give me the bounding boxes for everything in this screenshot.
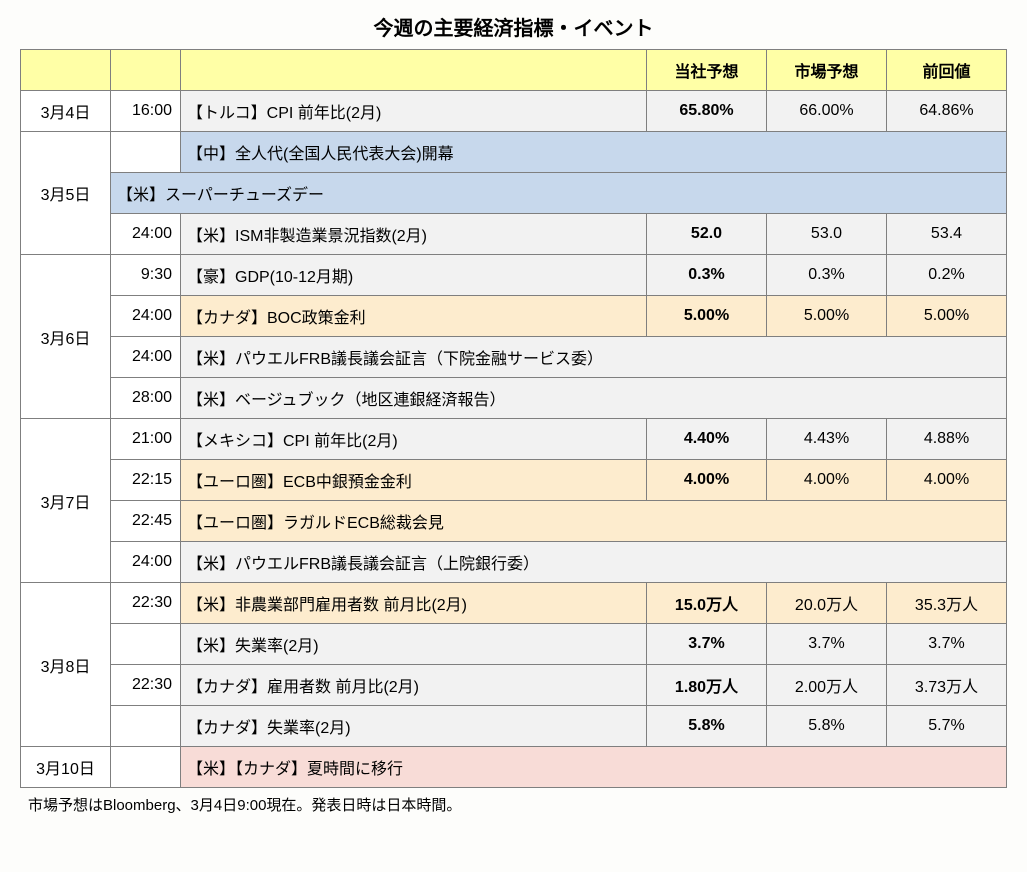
event-cell: 【米】【カナダ】夏時間に移行 [181,747,1007,788]
time-cell: 22:30 [111,665,181,706]
time-cell: 24:00 [111,214,181,255]
event-cell: 【米】パウエルFRB議長議会証言（下院金融サービス委） [181,337,1007,378]
header-blank-date [21,50,111,91]
table-row: 3月6日9:30【豪】GDP(10-12月期)0.3%0.3%0.2% [21,255,1007,296]
time-cell: 9:30 [111,255,181,296]
header-blank-time [111,50,181,91]
forecast-market-cell: 4.00% [767,460,887,501]
forecast-market-cell: 3.7% [767,624,887,665]
forecast-market-cell: 5.8% [767,706,887,747]
table-row: 3月10日 【米】【カナダ】夏時間に移行 [21,747,1007,788]
time-cell: 24:00 [111,296,181,337]
event-cell: 【米】パウエルFRB議長議会証言（上院銀行委） [181,542,1007,583]
forecast-us-cell: 5.8% [647,706,767,747]
time-cell: 24:00 [111,542,181,583]
date-cell: 3月10日 [21,747,111,788]
event-cell: 【カナダ】BOC政策金利 [181,296,647,337]
time-cell [111,624,181,665]
table-row: 24:00【米】パウエルFRB議長議会証言（下院金融サービス委） [21,337,1007,378]
forecast-market-cell: 5.00% [767,296,887,337]
table-row: 24:00【カナダ】BOC政策金利5.00%5.00%5.00% [21,296,1007,337]
event-cell: 【トルコ】CPI 前年比(2月) [181,91,647,132]
previous-cell: 3.7% [887,624,1007,665]
forecast-us-cell: 4.00% [647,460,767,501]
time-cell [111,706,181,747]
event-cell: 【米】ISM非製造業景況指数(2月) [181,214,647,255]
forecast-us-cell: 15.0万人 [647,583,767,624]
forecast-us-cell: 5.00% [647,296,767,337]
forecast-market-cell: 53.0 [767,214,887,255]
event-cell: 【ユーロ圏】ECB中銀預金金利 [181,460,647,501]
date-cell: 3月5日 [21,132,111,255]
forecast-us-cell: 3.7% [647,624,767,665]
forecast-us-cell: 65.80% [647,91,767,132]
time-cell [111,747,181,788]
economic-events-table: 当社予想 市場予想 前回値 3月4日16:00【トルコ】CPI 前年比(2月)6… [20,49,1007,788]
event-cell: 【米】スーパーチューズデー [111,173,1007,214]
date-cell: 3月7日 [21,419,111,583]
table-row: 22:15【ユーロ圏】ECB中銀預金金利4.00%4.00%4.00% [21,460,1007,501]
event-cell: 【カナダ】失業率(2月) [181,706,647,747]
header-previous: 前回値 [887,50,1007,91]
forecast-us-cell: 1.80万人 [647,665,767,706]
date-cell: 3月4日 [21,91,111,132]
table-row: 【米】失業率(2月)3.7%3.7%3.7% [21,624,1007,665]
event-cell: 【米】ベージュブック（地区連銀経済報告） [181,378,1007,419]
forecast-market-cell: 4.43% [767,419,887,460]
table-row: 22:30【カナダ】雇用者数 前月比(2月)1.80万人2.00万人3.73万人 [21,665,1007,706]
event-cell: 【米】失業率(2月) [181,624,647,665]
time-cell: 22:15 [111,460,181,501]
forecast-us-cell: 0.3% [647,255,767,296]
time-cell: 16:00 [111,91,181,132]
table-row: 【カナダ】失業率(2月)5.8%5.8%5.7% [21,706,1007,747]
event-cell: 【中】全人代(全国人民代表大会)開幕 [181,132,1007,173]
time-cell: 28:00 [111,378,181,419]
previous-cell: 0.2% [887,255,1007,296]
previous-cell: 5.00% [887,296,1007,337]
date-cell: 3月6日 [21,255,111,419]
table-row: 3月5日【中】全人代(全国人民代表大会)開幕 [21,132,1007,173]
forecast-market-cell: 2.00万人 [767,665,887,706]
event-cell: 【カナダ】雇用者数 前月比(2月) [181,665,647,706]
previous-cell: 3.73万人 [887,665,1007,706]
forecast-us-cell: 52.0 [647,214,767,255]
table-row: 3月4日16:00【トルコ】CPI 前年比(2月)65.80%66.00%64.… [21,91,1007,132]
table-row: 24:00【米】パウエルFRB議長議会証言（上院銀行委） [21,542,1007,583]
forecast-market-cell: 0.3% [767,255,887,296]
page-title: 今週の主要経済指標・イベント [20,12,1007,41]
table-row: 【米】スーパーチューズデー [21,173,1007,214]
table-header-row: 当社予想 市場予想 前回値 [21,50,1007,91]
date-cell: 3月8日 [21,583,111,747]
time-cell: 24:00 [111,337,181,378]
header-forecast-us: 当社予想 [647,50,767,91]
event-cell: 【ユーロ圏】ラガルドECB総裁会見 [181,501,1007,542]
forecast-market-cell: 66.00% [767,91,887,132]
header-forecast-market: 市場予想 [767,50,887,91]
forecast-market-cell: 20.0万人 [767,583,887,624]
event-cell: 【メキシコ】CPI 前年比(2月) [181,419,647,460]
table-row: 3月8日22:30【米】非農業部門雇用者数 前月比(2月)15.0万人20.0万… [21,583,1007,624]
footnote: 市場予想はBloomberg、3月4日9:00現在。発表日時は日本時間。 [20,794,1007,815]
previous-cell: 4.88% [887,419,1007,460]
time-cell [111,132,181,173]
event-cell: 【米】非農業部門雇用者数 前月比(2月) [181,583,647,624]
previous-cell: 4.00% [887,460,1007,501]
event-cell: 【豪】GDP(10-12月期) [181,255,647,296]
header-blank-event [181,50,647,91]
table-row: 22:45【ユーロ圏】ラガルドECB総裁会見 [21,501,1007,542]
table-row: 3月7日21:00【メキシコ】CPI 前年比(2月)4.40%4.43%4.88… [21,419,1007,460]
time-cell: 22:45 [111,501,181,542]
table-row: 28:00【米】ベージュブック（地区連銀経済報告） [21,378,1007,419]
forecast-us-cell: 4.40% [647,419,767,460]
time-cell: 22:30 [111,583,181,624]
table-row: 24:00【米】ISM非製造業景況指数(2月)52.053.053.4 [21,214,1007,255]
previous-cell: 35.3万人 [887,583,1007,624]
previous-cell: 64.86% [887,91,1007,132]
previous-cell: 53.4 [887,214,1007,255]
time-cell: 21:00 [111,419,181,460]
previous-cell: 5.7% [887,706,1007,747]
